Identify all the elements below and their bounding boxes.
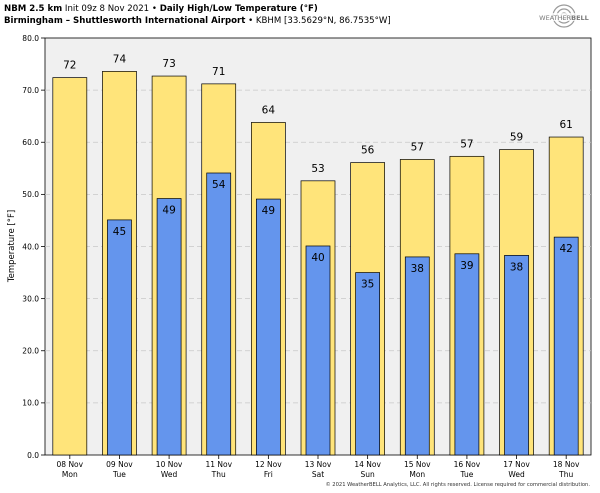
low-temp-label: 49 <box>162 205 175 217</box>
high-temp-label: 57 <box>460 138 473 150</box>
y-tick-label: 60.0 <box>22 138 39 147</box>
weatherbell-logo: WEATHERBELL <box>533 4 595 28</box>
y-tick-label: 10.0 <box>22 399 39 408</box>
low-temp-bar <box>504 255 529 456</box>
chart-header-line-1: NBM 2.5 km Init 09z 8 Nov 2021 • Daily H… <box>4 3 318 15</box>
copyright-footer: © 2021 WeatherBELL Analytics, LLC. All r… <box>325 482 590 488</box>
product-name: Daily High/Low Temperature (°F) <box>159 4 318 14</box>
x-tick-weekday: Sat <box>312 470 324 479</box>
low-temp-label: 38 <box>411 263 424 275</box>
station-name: Birmingham – Shuttlesworth International… <box>4 16 246 26</box>
model-name: NBM 2.5 km <box>4 4 63 14</box>
x-tick-weekday: Mon <box>409 470 425 479</box>
high-temp-label: 61 <box>559 119 572 131</box>
low-temp-bar <box>305 245 331 456</box>
low-temp-bar <box>107 219 132 456</box>
x-tick-date: 13 Nov <box>305 460 332 469</box>
high-temp-label: 72 <box>63 60 76 72</box>
high-temp-label: 59 <box>510 132 523 144</box>
x-tick-date: 18 Nov <box>553 460 580 469</box>
x-tick-weekday: Thu <box>558 470 573 479</box>
x-tick-date: 17 Nov <box>503 460 530 469</box>
low-temp-bar <box>553 236 579 456</box>
low-temp-bar <box>454 253 480 456</box>
high-temp-label: 53 <box>311 163 324 175</box>
logo-text: WEATHERBELL <box>539 14 589 22</box>
x-tick-weekday: Fri <box>264 470 273 479</box>
x-tick-weekday: Thu <box>211 470 226 479</box>
bar-series: 72 74 45 73 49 71 54 64 49 53 40 56 35 57 38 57 39 59 38 61… <box>52 53 584 456</box>
low-temp-label: 54 <box>212 179 226 191</box>
x-tick-date: 16 Nov <box>454 460 481 469</box>
x-tick-weekday: Sun <box>360 470 375 479</box>
x-tick-weekday: Tue <box>112 470 126 479</box>
high-temp-label: 73 <box>162 58 175 70</box>
high-temp-label: 74 <box>113 53 127 65</box>
high-temp-label: 57 <box>411 141 424 153</box>
x-tick-date: 10 Nov <box>156 460 183 469</box>
low-temp-label: 45 <box>113 226 126 238</box>
x-tick-date: 08 Nov <box>57 460 84 469</box>
x-tick-date: 09 Nov <box>106 460 133 469</box>
y-tick-label: 80.0 <box>22 34 39 43</box>
y-tick-label: 50.0 <box>22 190 39 199</box>
high-temp-label: 64 <box>262 104 276 116</box>
y-axis-label: Temperature [°F] <box>7 210 17 283</box>
high-temp-bar <box>52 77 88 456</box>
y-tick-label: 40.0 <box>22 242 39 251</box>
x-tick-weekday: Tue <box>460 470 474 479</box>
low-temp-bar <box>206 172 232 456</box>
x-tick-date: 11 Nov <box>205 460 232 469</box>
high-temp-label: 71 <box>212 66 225 78</box>
station-id: • KBHM [33.5629°N, 86.7535°W] <box>248 16 391 26</box>
high-temp-label: 56 <box>361 145 375 157</box>
y-tick-label: 30.0 <box>22 294 39 303</box>
low-temp-label: 49 <box>262 205 275 217</box>
low-temp-bar <box>156 198 182 456</box>
x-tick-weekday: Mon <box>62 470 78 479</box>
init-time: Init 09z 8 Nov 2021 <box>64 4 150 14</box>
low-temp-label: 39 <box>460 260 473 272</box>
low-temp-label: 40 <box>311 252 324 264</box>
header-separator: • <box>151 4 157 14</box>
low-temp-bar <box>404 256 430 456</box>
x-tick-date: 15 Nov <box>404 460 431 469</box>
low-temp-bar <box>355 272 380 456</box>
y-tick-label: 70.0 <box>22 86 39 95</box>
x-tick-weekday: Wed <box>161 470 178 479</box>
x-tick-date: 12 Nov <box>255 460 282 469</box>
y-tick-label: 0.0 <box>27 451 39 460</box>
y-axis-ticks: 0.0 10.0 20.0 30.0 40.0 50.0 60.0 70.0 80.0 <box>22 34 45 460</box>
y-tick-label: 20.0 <box>22 347 39 356</box>
chart-header-line-2: Birmingham – Shuttlesworth International… <box>4 15 391 27</box>
low-temp-label: 42 <box>559 243 572 255</box>
low-temp-bar <box>256 198 281 456</box>
low-temp-label: 35 <box>361 279 374 291</box>
x-tick-date: 14 Nov <box>354 460 381 469</box>
x-tick-weekday: Wed <box>508 470 525 479</box>
low-temp-label: 38 <box>510 261 523 273</box>
